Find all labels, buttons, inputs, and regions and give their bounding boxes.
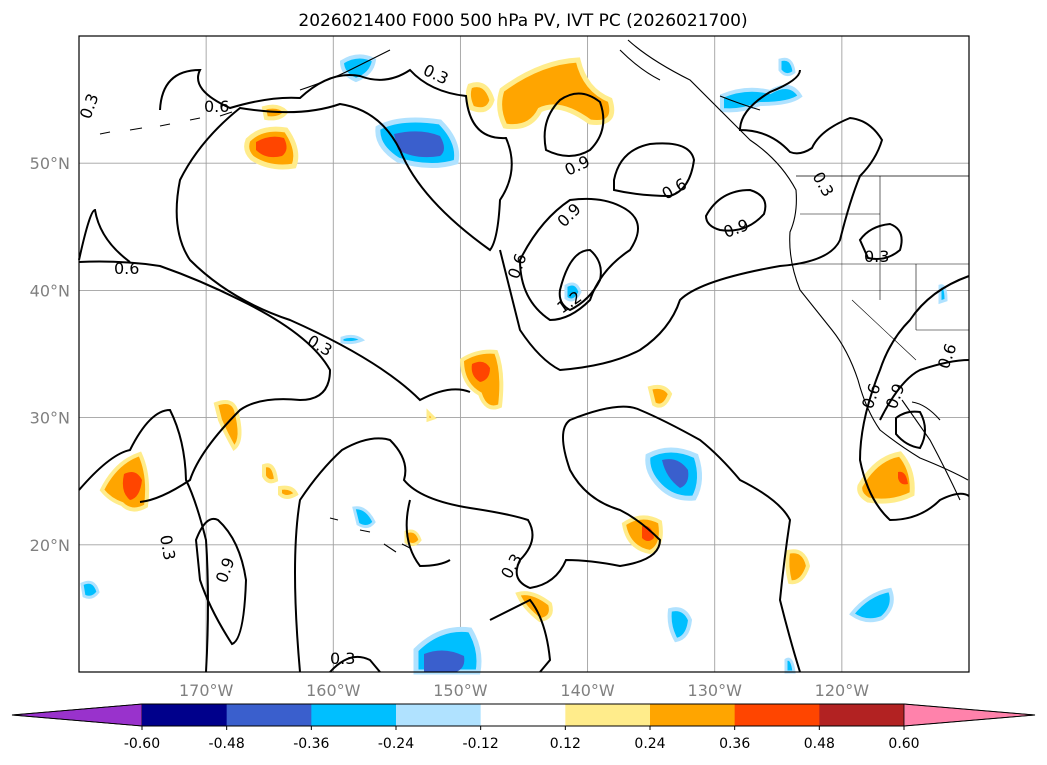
colorbar-segment [650, 704, 736, 726]
y-tick-label: 30°N [30, 409, 70, 428]
anomaly-strong-negative [424, 650, 465, 672]
pv-contour [858, 222, 903, 260]
pv-contour [78, 260, 332, 503]
pv-contour [78, 208, 131, 263]
x-tick-labels: 170°W 160°W 150°W 140°W 130°W 120°W [179, 681, 869, 700]
pv-contour [78, 408, 209, 673]
hawaiian-islands [329, 517, 411, 553]
colorbar-tick-label: 0.60 [888, 736, 919, 752]
pv-contour [858, 275, 970, 522]
anomaly-negative-region [778, 57, 796, 77]
anomaly-negative-region [352, 506, 376, 529]
anomaly-positive-region [647, 384, 673, 408]
colorbar-segment [396, 704, 482, 726]
anomaly-strong-positive [122, 472, 142, 500]
contour-label: 0.3 [330, 649, 355, 668]
anomaly-positive-region [213, 400, 242, 452]
contour-label: 0.6 [114, 259, 139, 278]
y-tick-label: 40°N [30, 281, 70, 300]
colorbar-extend-high [903, 703, 1036, 727]
pv-contour [879, 359, 970, 421]
colorbar-tick-label: -0.48 [209, 736, 245, 752]
anomaly-negative-region [340, 334, 366, 345]
pv-contour [194, 518, 248, 646]
chart-title: 2026021400 F000 500 hPa PV, IVT PC (2026… [298, 11, 747, 31]
pv-contours [78, 68, 970, 673]
y-tick-label: 50°N [30, 154, 70, 173]
map-frame [78, 35, 970, 673]
x-tick-label: 130°W [688, 681, 743, 700]
colorbar-segments [11, 703, 1036, 727]
anomaly-positive-region [497, 57, 615, 130]
pv-contour [613, 142, 696, 198]
contour-label: 0.3 [864, 247, 889, 266]
anomaly-strong-positive [898, 471, 908, 485]
anomaly-strong-positive [642, 525, 654, 541]
y-tick-label: 20°N [30, 536, 70, 555]
colorbar-segment [226, 704, 312, 726]
x-tick-label: 150°W [433, 681, 488, 700]
pv-contour [558, 248, 602, 312]
y-tick-labels: 20°N 30°N 40°N 50°N [30, 154, 70, 555]
anomaly-negative-region [564, 282, 582, 302]
colorbar-segment [142, 704, 228, 726]
anomaly-positive-region [262, 463, 299, 499]
pv-contour [294, 405, 801, 673]
anomaly-strong-negative [662, 459, 689, 488]
colorbar-tick-label: 0.48 [804, 736, 835, 752]
anomaly-negative-region [667, 607, 693, 643]
coastlines [99, 39, 969, 553]
colorbar-tick-label: -0.12 [463, 736, 499, 752]
colorbar-tick-label: -0.60 [124, 736, 160, 752]
x-tick-label: 170°W [179, 681, 234, 700]
pv-contour [704, 188, 767, 232]
pv-contour [329, 656, 381, 673]
map-panel: 0.3 0.6 0.3 0.9 0.9 0.6 0.9 0.6 1.2 0.3 … [76, 35, 970, 675]
pv-contour [489, 598, 552, 673]
pv-contour [499, 69, 884, 372]
colorbar-segment [480, 704, 566, 726]
x-tick-label: 160°W [306, 681, 361, 700]
colorbar-extend-low [11, 703, 143, 727]
x-tick-label: 120°W [815, 681, 870, 700]
colorbar-tick-label: 0.12 [550, 736, 581, 752]
colorbar-tick-label: -0.36 [293, 736, 329, 752]
state-borders [800, 176, 969, 361]
pv-contour [895, 410, 926, 450]
anomaly-positive-region [785, 549, 811, 585]
colorbar: -0.60 -0.48 -0.36 -0.24 -0.12 0.12 0.24 0.36 0.4… [11, 703, 1036, 752]
anomaly-strong-positive [256, 136, 287, 158]
north-america-west-coast [627, 39, 969, 481]
contour-label: 0.3 [156, 533, 179, 561]
anomaly-negative-region [784, 657, 796, 674]
anomaly-negative-region [80, 580, 100, 599]
anomaly-strong-negative [394, 131, 444, 158]
pv-contour [405, 499, 451, 568]
colorbar-tick-label: -0.24 [378, 736, 414, 752]
anomaly-positive-region [426, 408, 437, 423]
pv-contour [159, 68, 513, 402]
pv-contour [543, 92, 605, 157]
colorbar-segment [565, 704, 651, 726]
anomaly-negative-region [849, 587, 894, 623]
colorbar-tick-label: 0.24 [634, 736, 665, 752]
anomaly-positive-region [857, 451, 915, 504]
pv-contour [518, 197, 639, 322]
colorbar-tick-labels: -0.60 -0.48 -0.36 -0.24 -0.12 0.12 0.24 0.36 0.4… [124, 726, 920, 752]
colorbar-tick-label: 0.36 [719, 736, 750, 752]
map-axes: 170°W 160°W 150°W 140°W 130°W 120°W 20°N 30°N 4… [30, 154, 870, 700]
colorbar-segment [734, 704, 820, 726]
contour-label: 0.6 [204, 97, 229, 116]
anomaly-positive-region [465, 82, 495, 113]
colorbar-segment [311, 704, 397, 726]
map-background [79, 36, 969, 672]
x-tick-label: 140°W [560, 681, 615, 700]
colorbar-segment [819, 704, 905, 726]
aleutian-islands [99, 111, 233, 135]
anomaly-strong-positive [471, 361, 490, 382]
